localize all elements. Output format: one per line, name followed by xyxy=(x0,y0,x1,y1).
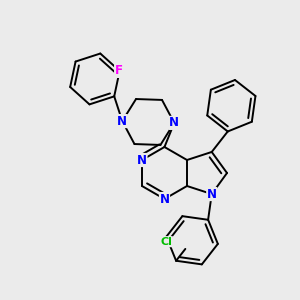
Text: N: N xyxy=(137,154,147,166)
Text: N: N xyxy=(117,115,127,128)
Text: N: N xyxy=(169,116,179,129)
Text: F: F xyxy=(115,64,123,77)
Text: Cl: Cl xyxy=(160,237,172,247)
Text: N: N xyxy=(160,193,170,206)
Text: N: N xyxy=(207,188,217,200)
